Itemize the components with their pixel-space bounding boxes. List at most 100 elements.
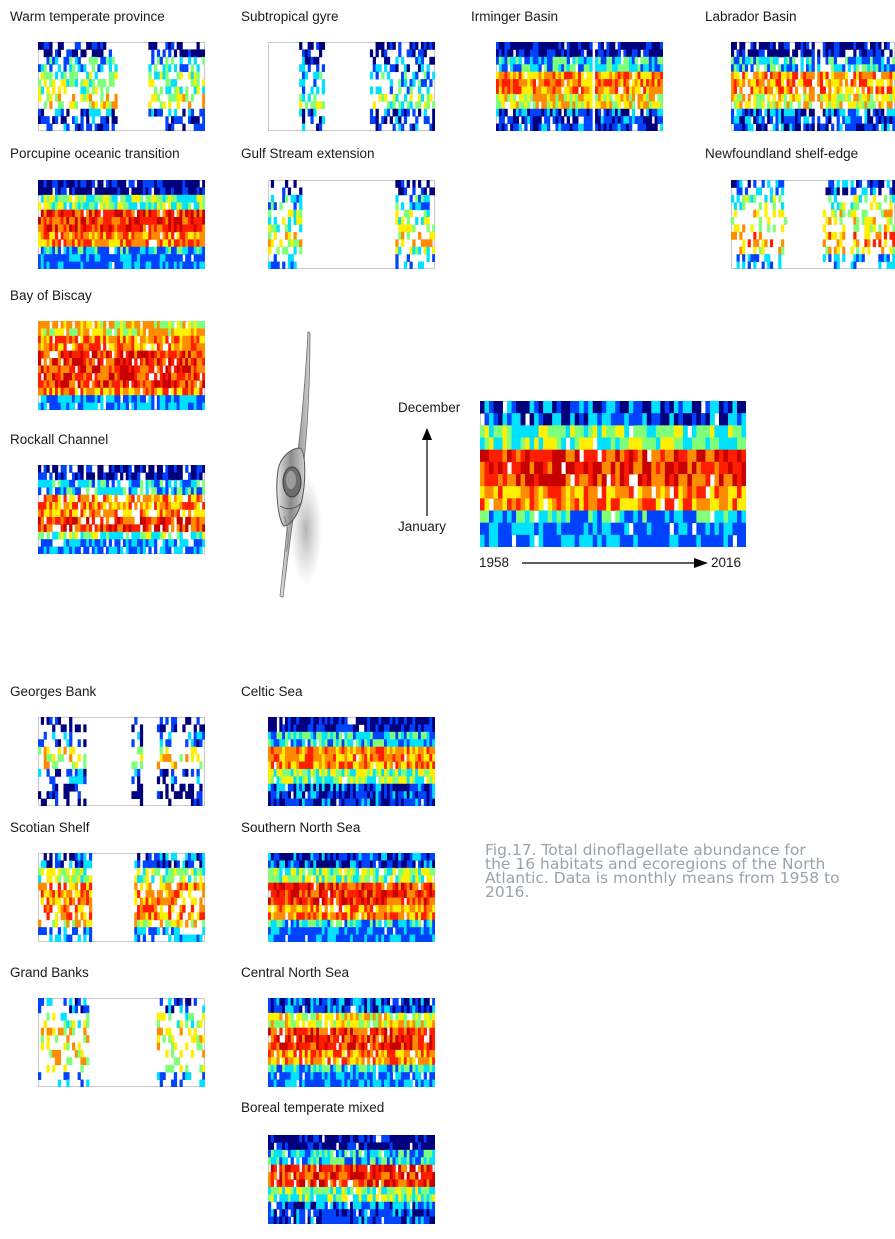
heatmap-cell	[128, 494, 132, 503]
heatmap-cell	[293, 761, 297, 770]
heatmap-cell	[406, 783, 410, 792]
heatmap-cell	[595, 79, 599, 87]
heatmap-cell	[881, 71, 885, 80]
heatmap-cell	[46, 350, 50, 359]
heatmap-cell	[49, 49, 53, 58]
heatmap-cell	[313, 717, 317, 725]
heatmap-cell	[46, 761, 50, 770]
heatmap-cell	[151, 108, 155, 117]
heatmap-cell	[583, 86, 587, 95]
heatmap-cell	[375, 724, 379, 733]
heatmap-cell	[88, 231, 93, 240]
heatmap-cell	[199, 724, 203, 733]
heatmap-cell	[335, 739, 340, 748]
heatmap-cell	[623, 42, 627, 50]
heatmap-cell	[781, 224, 785, 233]
heatmap-cell	[409, 101, 413, 110]
heatmap-cell	[190, 328, 195, 337]
heatmap-cell	[46, 93, 50, 102]
heatmap-cell	[742, 123, 746, 131]
heatmap-cell	[800, 56, 804, 65]
heatmap-cell	[318, 798, 323, 806]
heatmap-cell	[156, 224, 161, 233]
heatmap-cell	[43, 904, 47, 913]
heatmap-cell	[423, 746, 427, 755]
heatmap-cell	[626, 56, 630, 65]
heatmap-cell	[151, 224, 155, 233]
heatmap-cell	[886, 79, 890, 87]
heatmap-cell	[176, 343, 180, 352]
heatmap-cell	[623, 101, 627, 110]
heatmap-cell	[94, 365, 98, 374]
heatmap-cell	[38, 350, 42, 359]
heatmap-cell	[83, 776, 87, 785]
heatmap-cell	[122, 335, 127, 344]
heatmap-cell	[731, 194, 735, 203]
panel-title-labrador-basin: Labrador Basin	[705, 9, 797, 24]
heatmap-cell	[66, 79, 70, 87]
heatmap-cell	[38, 116, 42, 124]
heatmap-cell	[313, 783, 317, 792]
heatmap-cell	[406, 798, 410, 806]
heatmap-cell	[651, 86, 655, 95]
heatmap-cell	[268, 791, 272, 799]
heatmap-cell	[803, 101, 807, 110]
heatmap-cell	[142, 539, 146, 547]
heatmap-cell	[159, 746, 163, 755]
heatmap-cell	[861, 86, 865, 95]
heatmap-cell	[88, 509, 93, 518]
heatmap-cell	[750, 42, 754, 50]
heatmap-cell	[38, 516, 42, 525]
heatmap-cell	[817, 49, 821, 58]
heatmap-cell	[268, 246, 272, 255]
heatmap-cell	[114, 239, 118, 248]
heatmap-cell	[869, 224, 874, 233]
heatmap-cell	[333, 761, 337, 770]
heatmap-cell	[137, 231, 141, 240]
heatmap-cell	[304, 768, 309, 777]
heatmap-cell	[789, 71, 793, 80]
heatmap-cell	[301, 79, 306, 87]
heatmap-cell	[423, 217, 427, 225]
heatmap-cell	[185, 335, 189, 344]
heatmap-cell	[629, 64, 633, 73]
heatmap-cell	[57, 209, 62, 218]
heatmap-cell	[847, 93, 851, 102]
heatmap-cell	[739, 93, 743, 102]
heatmap-cell	[190, 754, 195, 762]
heatmap-cell	[856, 224, 860, 233]
heatmap-cell	[268, 261, 272, 269]
heatmap-cell	[125, 202, 129, 211]
heatmap-cell	[372, 783, 376, 792]
heatmap-cell	[71, 335, 76, 344]
heatmap-cell	[171, 387, 175, 396]
heatmap-cell	[49, 934, 53, 942]
heatmap-cell	[869, 49, 874, 58]
heatmap-cell	[341, 746, 345, 755]
heatmap-cell	[125, 509, 129, 518]
heatmap-cell	[100, 261, 104, 269]
heatmap-cell	[54, 71, 59, 80]
heatmap-cell	[40, 395, 45, 403]
heatmap-cell	[293, 768, 297, 777]
heatmap-cell	[589, 116, 593, 124]
heatmap-cell	[145, 209, 149, 218]
heatmap-cell	[372, 56, 376, 65]
heatmap-cell	[883, 64, 888, 73]
heatmap-cell	[750, 49, 754, 58]
heatmap-cell	[77, 180, 81, 188]
heatmap-cell	[145, 202, 149, 211]
heatmap-cell	[173, 93, 178, 102]
heatmap-cell	[83, 860, 87, 869]
heatmap-cell	[66, 867, 70, 876]
heatmap-cell	[114, 343, 118, 352]
heatmap-cell	[858, 180, 863, 188]
heatmap-cell	[595, 108, 599, 117]
heatmap-cell	[108, 524, 112, 533]
heatmap-cell	[165, 539, 169, 547]
heatmap-cell	[145, 531, 149, 540]
heatmap-cell	[398, 49, 402, 58]
heatmap-cell	[614, 79, 619, 87]
heatmap-cell	[131, 516, 135, 525]
heatmap-cell	[71, 380, 76, 389]
